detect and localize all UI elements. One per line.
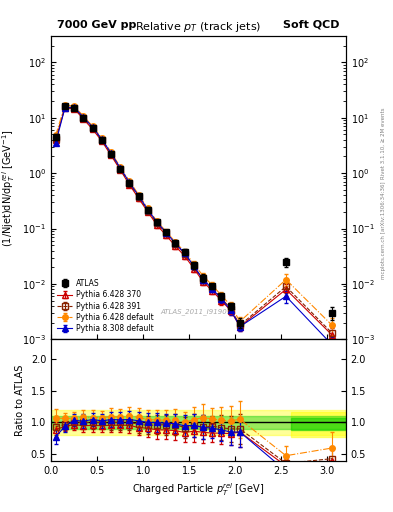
Bar bbox=[51, 416, 346, 429]
Y-axis label: (1/Njet)dN/dp$_T^{rel}$ [GeV$^{-1}$]: (1/Njet)dN/dp$_T^{rel}$ [GeV$^{-1}$] bbox=[0, 129, 17, 247]
Bar bbox=[51, 410, 346, 435]
Text: Rivet 3.1.10, ≥ 2M events: Rivet 3.1.10, ≥ 2M events bbox=[381, 108, 386, 179]
Text: 7000 GeV pp: 7000 GeV pp bbox=[57, 20, 136, 30]
X-axis label: Charged Particle $p_T^{rel}$ [GeV]: Charged Particle $p_T^{rel}$ [GeV] bbox=[132, 481, 264, 498]
Bar bbox=[290, 418, 346, 431]
Legend: ATLAS, Pythia 6.428 370, Pythia 6.428 391, Pythia 6.428 default, Pythia 8.308 de: ATLAS, Pythia 6.428 370, Pythia 6.428 39… bbox=[55, 277, 156, 335]
Bar bbox=[290, 412, 346, 437]
Text: ATLAS_2011_I919017: ATLAS_2011_I919017 bbox=[161, 308, 236, 315]
Y-axis label: Ratio to ATLAS: Ratio to ATLAS bbox=[15, 365, 25, 436]
Title: Relative $p_T$ (track jets): Relative $p_T$ (track jets) bbox=[135, 20, 262, 34]
Text: mcplots.cern.ch [arXiv:1306:34:36]: mcplots.cern.ch [arXiv:1306:34:36] bbox=[381, 182, 386, 279]
Text: Soft QCD: Soft QCD bbox=[283, 20, 340, 30]
